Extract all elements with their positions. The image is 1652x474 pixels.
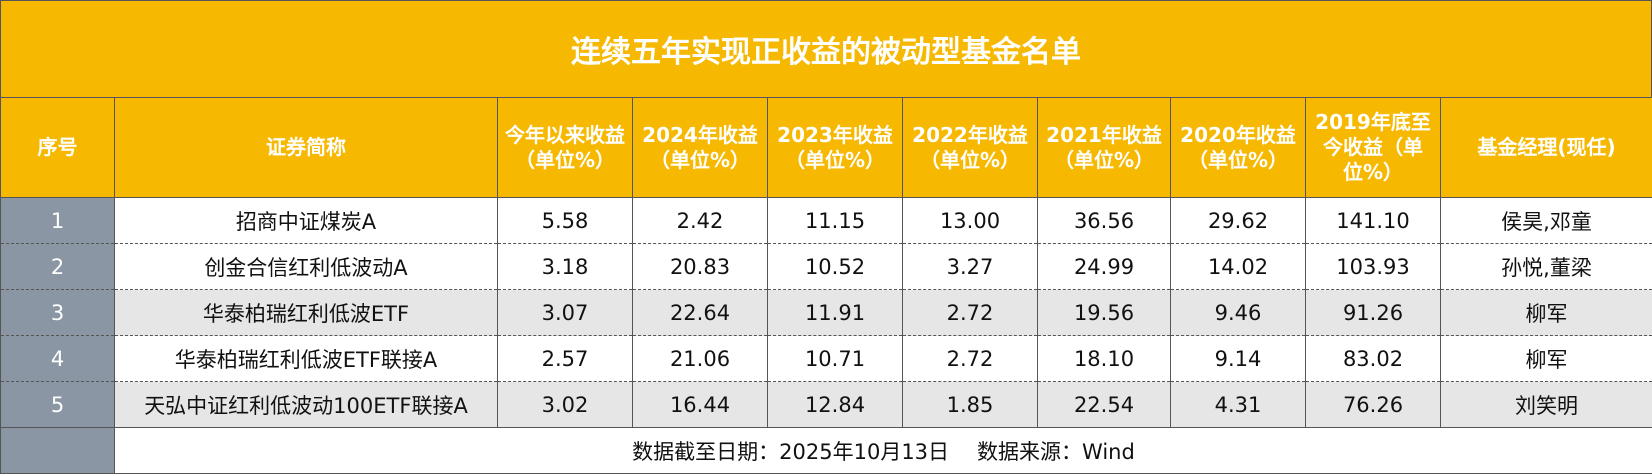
data-cell: 3.02 bbox=[497, 381, 633, 428]
fund-table: 序号 证券简称 今年以来收益（单位%） 2024年收益（单位%） 2023年收益（单位%… bbox=[0, 97, 1652, 474]
data-cell: 3.07 bbox=[497, 289, 633, 336]
data-cell: 22.54 bbox=[1037, 381, 1171, 428]
data-row: 1 招商中证煤炭A 5.58 2.42 11.15 13.00 36.56 29.62 141.… bbox=[0, 197, 1652, 244]
data-cell: 91.26 bbox=[1305, 289, 1441, 336]
data-cell: 76.26 bbox=[1305, 381, 1441, 428]
footer-note: 数据截至日期：2025年10月13日 bbox=[632, 439, 950, 464]
data-cell: 刘笑明 bbox=[1440, 381, 1652, 428]
data-cell: 19.56 bbox=[1037, 289, 1171, 336]
data-cell: 4.31 bbox=[1170, 381, 1306, 428]
data-cell: 16.44 bbox=[632, 381, 768, 428]
data-cell: 22.64 bbox=[632, 289, 768, 336]
header-cell: 基金经理(现任) bbox=[1440, 97, 1652, 198]
data-cell: 1.85 bbox=[902, 381, 1038, 428]
data-cell: 华泰柏瑞红利低波ETF联接A bbox=[114, 335, 498, 382]
data-cell: 103.93 bbox=[1305, 243, 1441, 290]
footer-cell: 数据截至日期：2025年10月13日 数据来源：Wind bbox=[114, 427, 1652, 474]
data-cell: 孙悦,董梁 bbox=[1440, 243, 1652, 290]
data-cell: 2.42 bbox=[632, 197, 768, 244]
data-cell: 36.56 bbox=[1037, 197, 1171, 244]
data-cell: 10.52 bbox=[767, 243, 903, 290]
header-row: 序号 证券简称 今年以来收益（单位%） 2024年收益（单位%） 2023年收益（单位%… bbox=[0, 97, 1652, 198]
data-row: 2 创金合信红利低波动A 3.18 20.83 10.52 3.27 24.99 14.02 1… bbox=[0, 243, 1652, 290]
footer-row: 数据截至日期：2025年10月13日 数据来源：Wind bbox=[0, 427, 1652, 474]
row-index: 2 bbox=[0, 243, 115, 290]
data-cell: 10.71 bbox=[767, 335, 903, 382]
header-cell: 2019年底至今收益（单位%） bbox=[1305, 97, 1441, 198]
data-cell: 华泰柏瑞红利低波ETF bbox=[114, 289, 498, 336]
row-index: 1 bbox=[0, 197, 115, 244]
footer-index bbox=[0, 427, 115, 474]
data-cell: 创金合信红利低波动A bbox=[114, 243, 498, 290]
header-cell: 2022年收益（单位%） bbox=[902, 97, 1038, 198]
data-row: 3 华泰柏瑞红利低波ETF 3.07 22.64 11.91 2.72 19.56 9.46 9… bbox=[0, 289, 1652, 336]
data-cell: 141.10 bbox=[1305, 197, 1441, 244]
data-cell: 14.02 bbox=[1170, 243, 1306, 290]
header-cell: 2021年收益（单位%） bbox=[1037, 97, 1171, 198]
header-cell: 今年以来收益（单位%） bbox=[497, 97, 633, 198]
data-cell: 12.84 bbox=[767, 381, 903, 428]
data-cell: 13.00 bbox=[902, 197, 1038, 244]
data-cell: 83.02 bbox=[1305, 335, 1441, 382]
header-cell: 2020年收益（单位%） bbox=[1170, 97, 1306, 198]
data-cell: 11.91 bbox=[767, 289, 903, 336]
header-cell: 2023年收益（单位%） bbox=[767, 97, 903, 198]
data-cell: 9.14 bbox=[1170, 335, 1306, 382]
data-cell: 2.72 bbox=[902, 335, 1038, 382]
data-cell: 3.27 bbox=[902, 243, 1038, 290]
data-cell: 29.62 bbox=[1170, 197, 1306, 244]
data-cell: 20.83 bbox=[632, 243, 768, 290]
data-cell: 9.46 bbox=[1170, 289, 1306, 336]
data-cell: 柳军 bbox=[1440, 289, 1652, 336]
data-cell: 天弘中证红利低波动100ETF联接A bbox=[114, 381, 498, 428]
data-cell: 侯昊,邓童 bbox=[1440, 197, 1652, 244]
data-cell: 5.58 bbox=[497, 197, 633, 244]
data-cell: 18.10 bbox=[1037, 335, 1171, 382]
footer-note: 数据来源：Wind bbox=[977, 439, 1135, 464]
data-cell: 3.18 bbox=[497, 243, 633, 290]
data-cell: 招商中证煤炭A bbox=[114, 197, 498, 244]
data-cell: 21.06 bbox=[632, 335, 768, 382]
data-cell: 24.99 bbox=[1037, 243, 1171, 290]
header-cell: 证券简称 bbox=[114, 97, 498, 198]
header-cell: 序号 bbox=[0, 97, 115, 198]
data-cell: 11.15 bbox=[767, 197, 903, 244]
data-cell: 2.72 bbox=[902, 289, 1038, 336]
row-index: 4 bbox=[0, 335, 115, 382]
data-row: 5 天弘中证红利低波动100ETF联接A 3.02 16.44 12.84 1.85 22.… bbox=[0, 381, 1652, 428]
data-cell: 柳军 bbox=[1440, 335, 1652, 382]
row-index: 3 bbox=[0, 289, 115, 336]
data-cell: 2.57 bbox=[497, 335, 633, 382]
data-row: 4 华泰柏瑞红利低波ETF联接A 2.57 21.06 10.71 2.72 18.10 9.… bbox=[0, 335, 1652, 382]
table-title: 连续五年实现正收益的被动型基金名单 bbox=[0, 0, 1652, 97]
row-index: 5 bbox=[0, 381, 115, 428]
header-cell: 2024年收益（单位%） bbox=[632, 97, 768, 198]
